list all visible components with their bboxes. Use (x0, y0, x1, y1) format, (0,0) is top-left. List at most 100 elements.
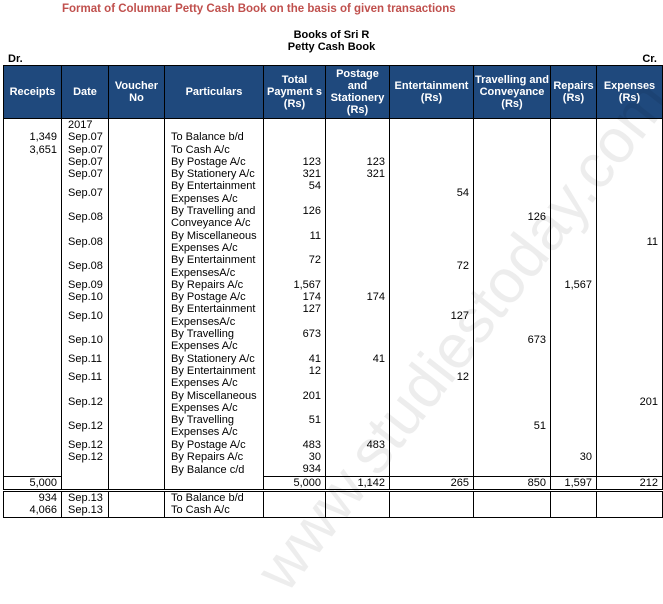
cell-particulars: To Cash A/c (164, 143, 264, 156)
table-row: Sep.12 By Postage A/c 483 483 (3, 438, 663, 452)
table-row: Sep.10 By Travelling Expenses A/c 673 673 (3, 328, 663, 353)
cell-receipts: 4,066 (3, 504, 62, 518)
cell-date: Sep.07 (61, 143, 109, 156)
cell-voucher (108, 352, 165, 365)
cell-total-payments: 483 (263, 438, 326, 452)
book-subheading: Petty Cash Book (287, 41, 376, 53)
cell-voucher (108, 278, 165, 292)
cell-particulars: By Travelling Expenses A/c (164, 414, 264, 439)
cell-expenses: 212 (596, 475, 663, 492)
cell-total-payments (263, 131, 326, 144)
cell-travelling: 126 (473, 205, 551, 230)
cell-date (61, 476, 109, 492)
cell-date: Sep.12 (61, 451, 109, 464)
cell-expenses (596, 254, 663, 279)
cell-entertainment (389, 451, 474, 464)
cell-receipts: 3,651 (3, 143, 62, 156)
cell-voucher (108, 490, 165, 505)
cell-expenses (596, 168, 663, 181)
cell-postage-stationery (325, 389, 390, 415)
cell-date: Sep.08 (61, 229, 109, 255)
cell-voucher (108, 229, 165, 255)
cell-receipts (3, 155, 62, 169)
cell-date: Sep.07 (61, 168, 109, 181)
cell-voucher (108, 451, 165, 464)
cell-particulars: By Repairs A/c (164, 451, 264, 464)
cell-repairs (550, 254, 597, 279)
cell-receipts (3, 254, 62, 279)
cell-receipts (3, 328, 62, 353)
cell-postage-stationery (325, 254, 390, 279)
cell-total-payments: 123 (263, 155, 326, 169)
cell-repairs (550, 414, 597, 439)
column-header-voucher: Voucher No (108, 65, 165, 119)
cell-expenses (596, 414, 663, 439)
cell-receipts: 5,000 (3, 475, 62, 492)
cell-postage-stationery (325, 414, 390, 439)
cell-entertainment (389, 389, 474, 415)
cell-expenses (596, 143, 663, 156)
cell-repairs (550, 389, 597, 415)
cell-travelling (473, 352, 551, 365)
cell-receipts (3, 438, 62, 452)
cell-receipts (3, 278, 62, 292)
cell-receipts (3, 229, 62, 255)
cell-travelling (473, 463, 551, 477)
cell-total-payments: 934 (263, 463, 326, 477)
cr-label: Cr. (642, 53, 657, 65)
cell-travelling (473, 490, 551, 505)
cell-postage-stationery (325, 451, 390, 464)
cell-repairs (550, 504, 597, 518)
table-row: 3,651 Sep.07 To Cash A/c (3, 143, 663, 156)
cell-date: 2017 (61, 118, 109, 132)
cell-voucher (108, 118, 165, 132)
table-row: Sep.08 By Entertainment ExpensesA/c 72 72 (3, 254, 663, 279)
cell-total-payments: 126 (263, 205, 326, 230)
cell-voucher (108, 414, 165, 439)
cell-receipts (3, 118, 62, 132)
table-row: 4,066 Sep.13 To Cash A/c (3, 504, 663, 518)
cell-voucher (108, 303, 165, 329)
cell-voucher (108, 291, 165, 304)
cell-date: Sep.12 (61, 389, 109, 415)
cell-voucher (108, 131, 165, 144)
cell-repairs (550, 291, 597, 304)
cell-travelling (473, 229, 551, 255)
cell-receipts (3, 180, 62, 206)
cell-entertainment: 265 (389, 475, 474, 492)
cell-travelling (473, 451, 551, 464)
cell-entertainment (389, 229, 474, 255)
table-row: 934 Sep.13 To Balance b/d (3, 490, 663, 505)
cell-total-payments: 41 (263, 352, 326, 365)
cell-receipts (3, 463, 62, 477)
cell-entertainment: 72 (389, 254, 474, 279)
cell-date: Sep.08 (61, 205, 109, 230)
cell-date: Sep.08 (61, 254, 109, 279)
cell-receipts (3, 364, 62, 390)
cell-entertainment (389, 352, 474, 365)
cell-receipts (3, 205, 62, 230)
table-row: Sep.08 By Travelling and Conveyance A/c 12… (3, 205, 663, 230)
table-row: Sep.07 By Postage A/c 123 123 (3, 155, 663, 169)
cell-postage-stationery (325, 303, 390, 329)
table-row: 2017 (3, 118, 663, 132)
cell-travelling: 673 (473, 328, 551, 353)
totals-row: 5,000 5,000 1,142 265 850 1,597 212 (3, 475, 663, 492)
cell-date: Sep.12 (61, 438, 109, 452)
cell-particulars: By Repairs A/c (164, 278, 264, 292)
cell-postage-stationery (325, 328, 390, 353)
cell-repairs (550, 205, 597, 230)
table-row: Sep.12 By Miscellaneous Expenses A/c 201 20… (3, 389, 663, 415)
cell-particulars: To Balance b/d (164, 131, 264, 144)
cell-entertainment (389, 131, 474, 144)
cell-entertainment: 127 (389, 303, 474, 329)
cell-date: Sep.10 (61, 291, 109, 304)
cell-postage-stationery: 321 (325, 168, 390, 181)
cell-expenses (596, 490, 663, 505)
table-row: Sep.12 By Repairs A/c 30 30 (3, 451, 663, 464)
cell-date: Sep.12 (61, 414, 109, 439)
cell-entertainment (389, 205, 474, 230)
cell-date: Sep.10 (61, 328, 109, 353)
cell-repairs (550, 131, 597, 144)
cell-travelling (473, 389, 551, 415)
